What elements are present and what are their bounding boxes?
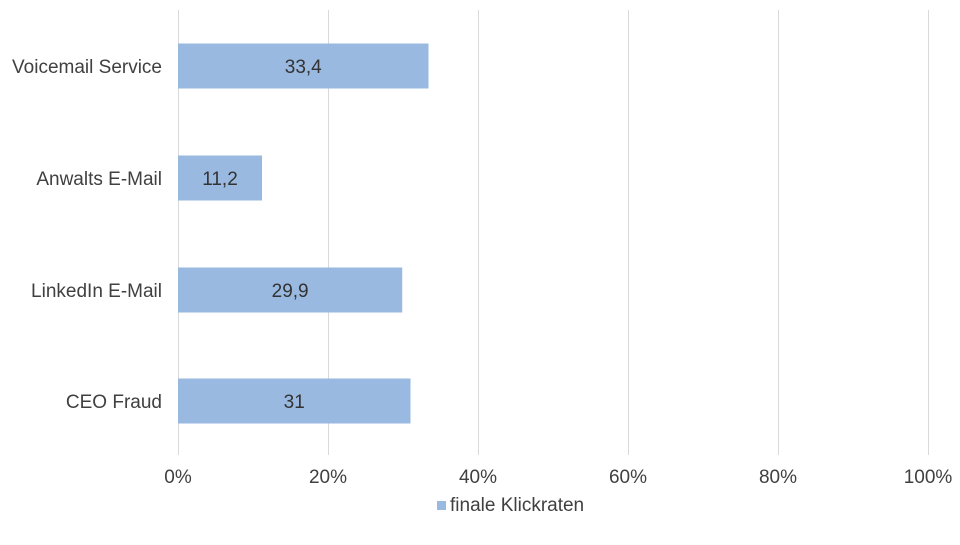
category-label: Voicemail Service [12,57,162,78]
x-tick-label: 40% [459,467,497,488]
data-label: 33,4 [285,57,322,78]
bar [178,267,403,313]
x-axis-ticks: 0% 20% 40% 60% 80% 100% [164,467,952,488]
category-labels: Voicemail Service Anwalts E-Mail LinkedIn … [12,57,162,413]
x-tick-label: 60% [609,467,647,488]
category-label: LinkedIn E-Mail [31,281,162,302]
bar [178,155,262,201]
x-tick-label: 80% [759,467,797,488]
legend: finale Klickraten [437,495,584,516]
bars: 33,4 11,2 29,9 31 [178,43,429,424]
data-label: 29,9 [272,281,309,302]
x-tick-label: 20% [309,467,347,488]
legend-label: finale Klickraten [450,495,584,516]
x-tick-label: 100% [904,467,953,488]
data-label: 11,2 [202,169,238,190]
category-label: CEO Fraud [66,392,162,413]
bar [178,43,429,89]
category-label: Anwalts E-Mail [36,169,162,190]
legend-swatch [437,501,446,510]
x-tick-label: 0% [164,467,192,488]
bar [178,378,411,424]
data-label: 31 [284,392,305,413]
